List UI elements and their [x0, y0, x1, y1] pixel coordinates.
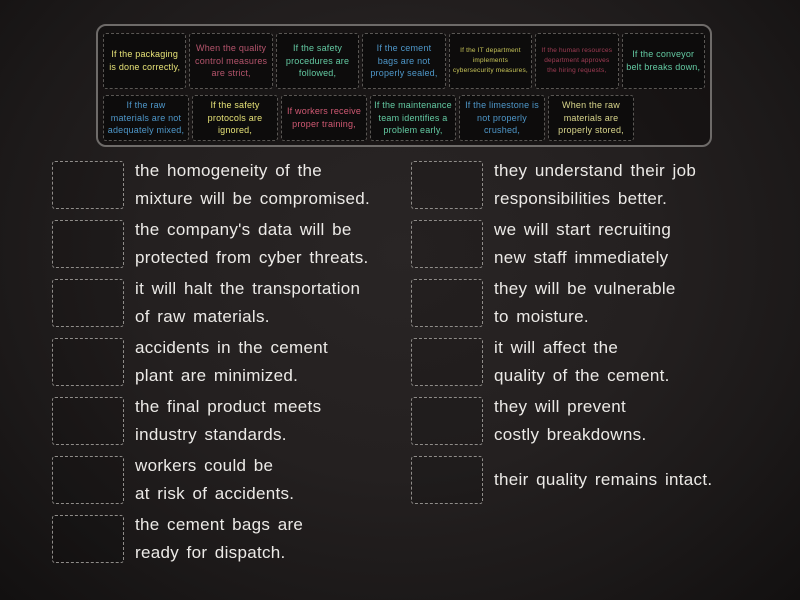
draggable-card[interactable]: If the safety procedures are followed,	[275, 33, 360, 89]
draggable-card[interactable]: If the cement bags are not properly seal…	[362, 33, 446, 89]
match-row: they understand their job responsibilitie…	[411, 161, 712, 209]
draggable-card[interactable]: If the raw materials are not adequately …	[103, 95, 189, 141]
answer-text: they understand their job responsibilitie…	[494, 157, 696, 213]
match-row: the final product meets industry standard…	[52, 397, 370, 445]
drop-zone[interactable]	[52, 456, 124, 504]
match-row: workers could be at risk of accidents.	[52, 456, 370, 504]
match-row: we will start recruiting new staff immedi…	[411, 220, 712, 268]
match-row: they will be vulnerable to moisture.	[411, 279, 712, 327]
match-row: they will prevent costly breakdowns.	[411, 397, 712, 445]
drop-zone[interactable]	[52, 279, 124, 327]
answer-text: the cement bags are ready for dispatch.	[135, 511, 303, 567]
answer-text: accidents in the cement plant are minimiz…	[135, 334, 328, 390]
answer-line: workers could be	[135, 456, 274, 475]
draggable-card[interactable]: If the limestone is not properly crushed…	[459, 95, 545, 141]
drop-zone[interactable]	[52, 220, 124, 268]
match-row: the company's data will be protected from…	[52, 220, 370, 268]
drop-zone[interactable]	[411, 456, 483, 504]
answer-text: we will start recruiting new staff immedi…	[494, 216, 671, 272]
answer-line: we will start recruiting	[494, 220, 672, 239]
answer-text: they will be vulnerable to moisture.	[494, 275, 676, 331]
answer-text: it will affect the quality of the cement.	[494, 334, 670, 390]
drop-zone[interactable]	[411, 279, 483, 327]
answer-line: protected from cyber threats.	[135, 248, 369, 267]
answer-text: workers could be at risk of accidents.	[135, 452, 294, 508]
answer-line: mixture will be compromised.	[135, 189, 371, 208]
draggable-card[interactable]: If the packaging is done correctly,	[103, 33, 187, 89]
draggable-card[interactable]: If the maintenance team identifies a pro…	[370, 95, 456, 141]
answer-line: they will be vulnerable	[494, 279, 676, 298]
answer-text: it will halt the transportation of raw ma…	[135, 275, 360, 331]
match-row: it will halt the transportation of raw ma…	[52, 279, 370, 327]
drop-zone[interactable]	[411, 338, 483, 386]
draggable-card[interactable]: When the raw materials are properly stor…	[548, 95, 634, 141]
answer-line: the homogeneity of the	[135, 161, 323, 180]
card-tray: If the packaging is done correctly, When…	[96, 24, 712, 147]
drop-zone[interactable]	[411, 161, 483, 209]
answer-line: responsibilities better.	[494, 189, 668, 208]
draggable-card[interactable]: If the IT department implements cybersec…	[448, 33, 533, 89]
draggable-card[interactable]: If the human resources department approv…	[535, 33, 619, 89]
card-tray-row-1: If the packaging is done correctly, When…	[103, 33, 705, 89]
answer-line: costly breakdowns.	[494, 425, 647, 444]
answer-column-left: the homogeneity of the mixture will be co…	[52, 161, 370, 574]
answer-line: accidents in the cement	[135, 338, 328, 357]
answer-text: they will prevent costly breakdowns.	[494, 393, 646, 449]
drop-zone[interactable]	[52, 338, 124, 386]
answer-line: it will affect the	[494, 338, 619, 357]
drop-zone[interactable]	[52, 161, 124, 209]
draggable-card[interactable]: If workers receive proper training,	[281, 95, 367, 141]
drop-zone[interactable]	[411, 220, 483, 268]
answer-line: their quality remains intact.	[494, 470, 713, 489]
match-row: the homogeneity of the mixture will be co…	[52, 161, 370, 209]
answer-text: the final product meets industry standard…	[135, 393, 321, 449]
answer-line: to moisture.	[494, 307, 589, 326]
answer-line: quality of the cement.	[494, 366, 670, 385]
answer-line: it will halt the transportation	[135, 279, 361, 298]
answer-line: they will prevent	[494, 397, 626, 416]
answer-line: industry standards.	[135, 425, 287, 444]
answer-line: they understand their job	[494, 161, 697, 180]
answer-line: the cement bags are	[135, 515, 304, 534]
draggable-card[interactable]: When the quality control measures are st…	[189, 33, 273, 89]
answer-line: ready for dispatch.	[135, 543, 286, 562]
answer-column-right: they understand their job responsibilitie…	[411, 161, 712, 515]
drop-zone[interactable]	[411, 397, 483, 445]
match-row: accidents in the cement plant are minimiz…	[52, 338, 370, 386]
answer-line: plant are minimized.	[135, 366, 299, 385]
drop-zone[interactable]	[52, 397, 124, 445]
card-tray-row-2: If the raw materials are not adequately …	[103, 95, 705, 141]
answer-line: new staff immediately	[494, 248, 669, 267]
answer-text: their quality remains intact.	[494, 456, 712, 504]
draggable-card[interactable]: If the safety protocols are ignored,	[192, 95, 278, 141]
answer-text: the homogeneity of the mixture will be co…	[135, 157, 370, 213]
match-row: the cement bags are ready for dispatch.	[52, 515, 370, 563]
drop-zone[interactable]	[52, 515, 124, 563]
answer-line: the final product meets	[135, 397, 322, 416]
answer-line: the company's data will be	[135, 220, 352, 239]
draggable-card[interactable]: If the conveyor belt breaks down,	[621, 33, 705, 89]
match-row: their quality remains intact.	[411, 456, 712, 504]
match-row: it will affect the quality of the cement.	[411, 338, 712, 386]
answer-line: at risk of accidents.	[135, 484, 295, 503]
answer-text: the company's data will be protected from…	[135, 216, 369, 272]
answer-line: of raw materials.	[135, 307, 270, 326]
